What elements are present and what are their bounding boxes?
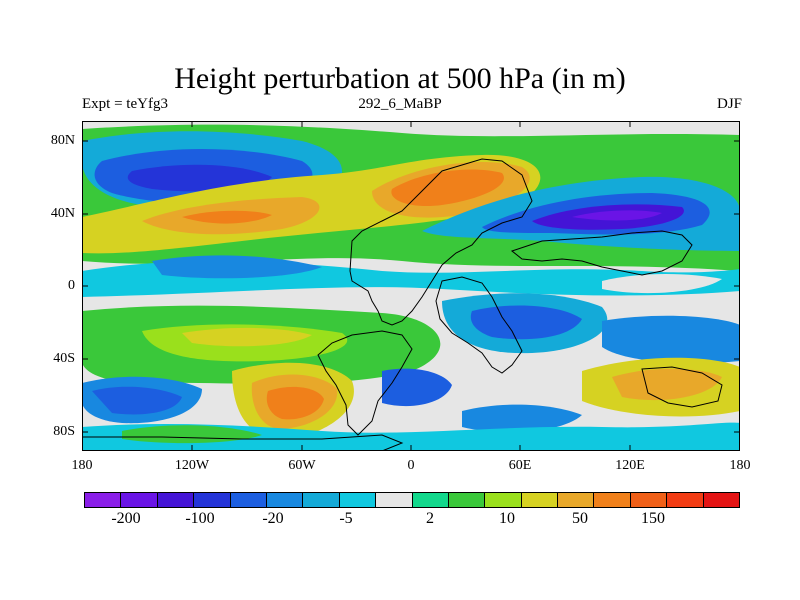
colorbar-swatch-1: [121, 493, 158, 507]
lon-label-60w: 60W: [288, 458, 316, 473]
plot-title: Height perturbation at 500 hPa (in m): [174, 62, 626, 95]
map-panel: [82, 121, 740, 451]
lon-label-60e: 60E: [508, 458, 532, 473]
colorbar-label-minus100: -100: [185, 510, 215, 527]
equatorial-low-west: [152, 255, 322, 279]
lat-label-80s: 80S: [53, 424, 75, 439]
lon-label-180w: 180: [71, 458, 93, 473]
northern-low-east-min: [572, 210, 662, 221]
southern-positive-west-core: [182, 327, 312, 347]
colorbar-label-minus20: -20: [262, 510, 284, 527]
colorbar-swatch-12: [521, 493, 559, 507]
colorbar-swatch-9: [412, 493, 449, 507]
colorbar-label-2: 2: [426, 510, 434, 527]
neutral-patch-east: [602, 274, 722, 294]
colorbar-label-10: 10: [499, 510, 515, 527]
colorbar-swatch-6: [303, 493, 340, 507]
africa-outline: [435, 276, 523, 374]
colorbar-label-50: 50: [572, 510, 588, 527]
lon-label-180e: 180: [729, 458, 751, 473]
colorbar: [84, 492, 740, 508]
southern-low-indian: [462, 404, 582, 433]
lat-label-0: 0: [68, 278, 75, 293]
south-pacific-low: [602, 315, 740, 364]
south-indian-low: [470, 305, 582, 340]
colorbar-label-minus200: -200: [111, 510, 141, 527]
lat-label-40s: 40S: [53, 351, 75, 366]
colorbar-swatch-13: [558, 493, 595, 507]
colorbar-swatch-10: [448, 493, 486, 507]
australia-outline: [641, 366, 723, 408]
polar-band: [82, 422, 740, 451]
south-america-outline: [317, 330, 413, 436]
ridge-high-atlantic-core: [391, 169, 504, 207]
season-label: DJF: [716, 96, 742, 112]
lat-label-40n: 40N: [50, 206, 75, 221]
colorbar-swatch-5: [266, 493, 304, 507]
lon-label-120w: 120W: [174, 458, 210, 473]
colorbar-label-150: 150: [641, 510, 665, 527]
time-period-label: 292_6_MaBP: [358, 96, 442, 112]
colorbar-swatch-11: [485, 493, 522, 507]
height-perturbation-map: [82, 121, 740, 451]
southern-low-atlantic: [382, 368, 452, 407]
south-high-america-core: [266, 386, 324, 420]
south-high-east: [612, 368, 722, 401]
lon-label-120e: 120E: [615, 458, 645, 473]
lat-label-80n: 80N: [50, 133, 75, 148]
antarctica-outline: [82, 434, 404, 451]
axis-ticks: [82, 121, 740, 451]
colorbar-swatch-17: [703, 493, 740, 507]
colorbar-swatch-8: [376, 493, 413, 507]
southern-low-west: [92, 386, 182, 415]
colorbar-swatch-2: [157, 493, 195, 507]
coastline-outlines: [82, 158, 723, 451]
colorbar-swatch-14: [594, 493, 631, 507]
experiment-label: Expt = teYfg3: [82, 96, 168, 112]
colorbar-swatch-16: [667, 493, 704, 507]
ridge-high-west-core: [182, 210, 272, 224]
colorbar-swatch-7: [339, 493, 377, 507]
colorbar-swatch-4: [230, 493, 267, 507]
colorbar-swatch-0: [85, 493, 122, 507]
colorbar-swatch-3: [194, 493, 231, 507]
lon-label-0: 0: [407, 458, 415, 473]
asia-outline: [510, 230, 693, 276]
north-america-europe-outline: [349, 158, 533, 326]
colorbar-swatch-15: [630, 493, 668, 507]
colorbar-label-minus5: -5: [339, 510, 353, 527]
